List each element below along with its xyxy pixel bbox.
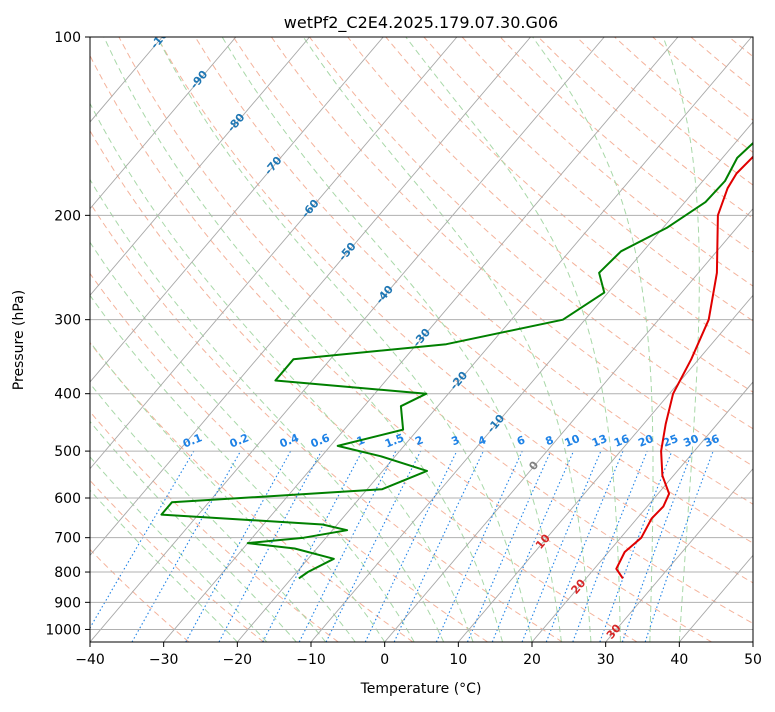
x-tick-label: −10	[296, 652, 326, 668]
x-tick-label: −20	[223, 652, 253, 668]
y-tick-label: 300	[54, 313, 81, 329]
y-tick-label: 600	[54, 491, 81, 507]
x-tick-label: 40	[670, 652, 688, 668]
x-tick-label: −30	[149, 652, 179, 668]
y-tick-label: 500	[54, 444, 81, 460]
x-tick-label: 0	[380, 652, 389, 668]
x-tick-label: 20	[523, 652, 541, 668]
x-tick-label: −40	[75, 652, 105, 668]
chart-title: wetPf2_C2E4.2025.179.07.30.G06	[284, 13, 558, 33]
y-tick-label: 800	[54, 565, 81, 581]
y-tick-label: 900	[54, 595, 81, 611]
x-tick-label: 10	[449, 652, 467, 668]
x-tick-label: 30	[597, 652, 615, 668]
x-axis-label: Temperature (°C)	[360, 681, 482, 697]
y-axis-label: Pressure (hPa)	[11, 290, 27, 390]
y-tick-label: 200	[54, 208, 81, 224]
y-tick-label: 400	[54, 387, 81, 403]
y-tick-label: 700	[54, 531, 81, 547]
y-tick-label: 1000	[45, 622, 81, 638]
y-tick-label: 100	[54, 30, 81, 46]
x-tick-label: 50	[744, 652, 762, 668]
